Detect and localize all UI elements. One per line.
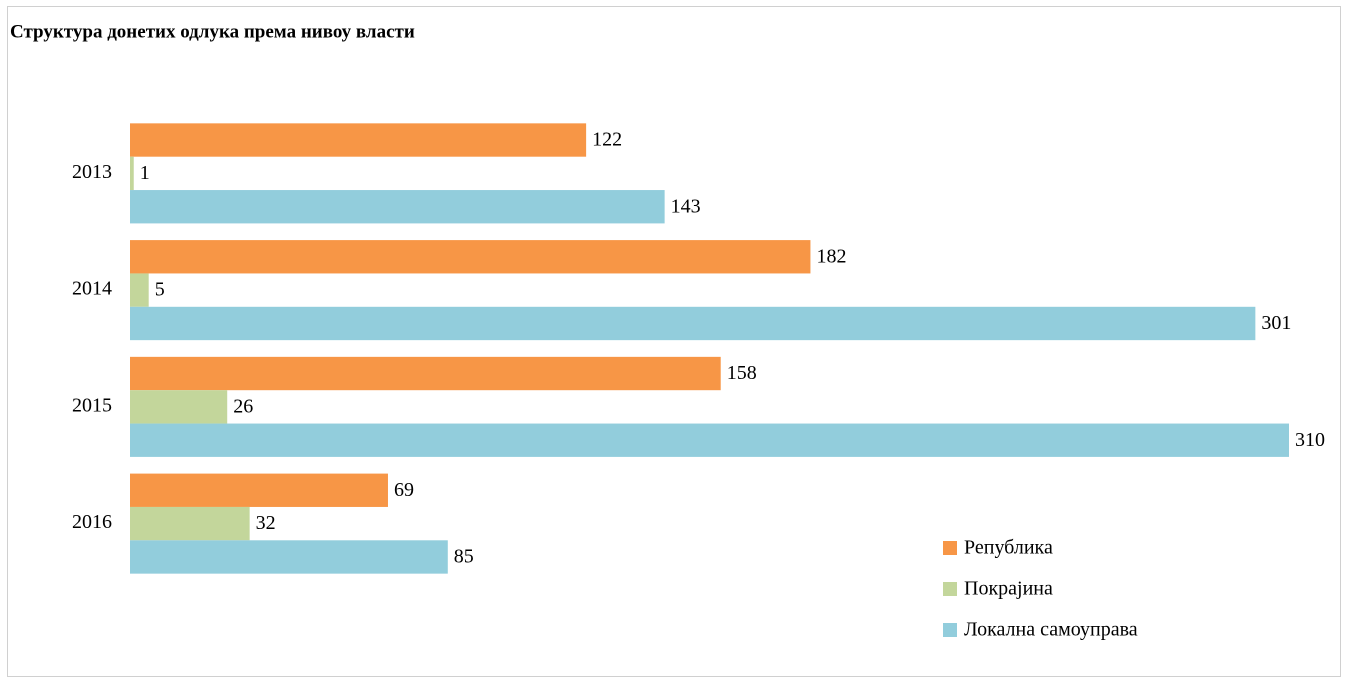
y-tick-label: 2013 [72, 161, 112, 183]
legend-label: Покрајина [964, 578, 1053, 600]
bar [130, 390, 228, 424]
bar [130, 306, 1256, 341]
data-label: 5 [155, 279, 165, 301]
bar [130, 240, 811, 274]
data-label: 85 [454, 546, 474, 568]
data-label: 69 [394, 479, 414, 501]
data-label: 1 [140, 162, 150, 184]
bar [130, 540, 448, 574]
legend-swatch [943, 541, 957, 555]
legend-label: Република [964, 537, 1053, 559]
data-label: 310 [1295, 429, 1325, 451]
bar [130, 190, 665, 224]
y-tick-label: 2015 [72, 394, 112, 416]
data-label: 32 [256, 512, 276, 534]
data-label: 158 [727, 362, 757, 384]
bar [130, 473, 388, 507]
chart-frame [7, 6, 1341, 677]
legend-label: Локална самоуправа [964, 619, 1138, 641]
data-label: 301 [1261, 312, 1291, 334]
data-label: 122 [592, 129, 622, 151]
data-label: 143 [671, 195, 701, 217]
y-tick-label: 2014 [72, 278, 112, 300]
bar [130, 156, 134, 191]
legend-swatch [943, 623, 957, 637]
data-label: 182 [816, 245, 846, 267]
bar [130, 423, 1289, 457]
data-label: 26 [233, 395, 253, 417]
y-tick-label: 2016 [72, 511, 112, 533]
bar [130, 123, 587, 157]
bar [130, 356, 721, 391]
bar [130, 273, 149, 307]
chart-title: Структура донетих одлука према нивоу вла… [10, 21, 415, 42]
legend-swatch [943, 582, 957, 596]
bar [130, 506, 250, 541]
